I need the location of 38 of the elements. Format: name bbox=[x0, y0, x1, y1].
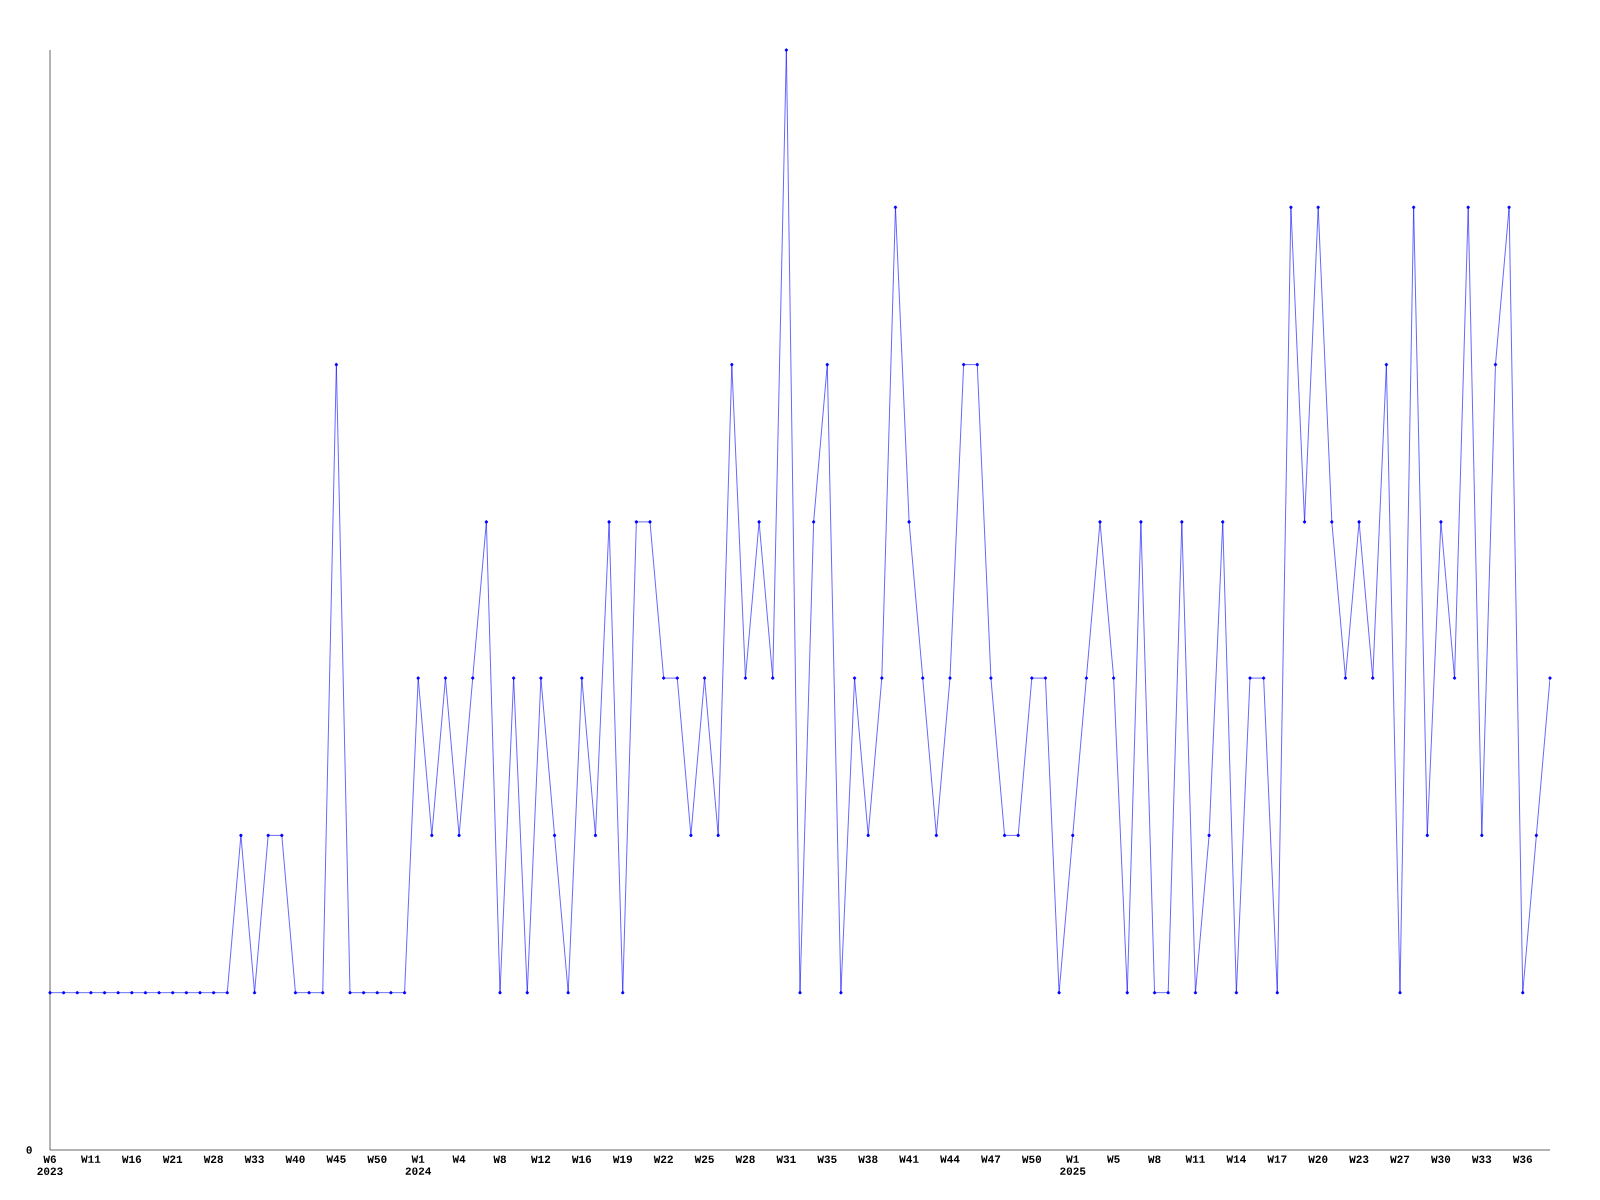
x-tick-label: W6 2023 bbox=[37, 1155, 63, 1176]
x-tick-label: W17 bbox=[1267, 1155, 1287, 1163]
x-tick-label: W16 bbox=[571, 1155, 592, 1163]
x-tick-label: W28 bbox=[735, 1155, 755, 1163]
text: 0 bbox=[26, 1146, 32, 1154]
x-tick-label: W11 bbox=[81, 1155, 101, 1163]
x-tick-label: W33 bbox=[244, 1155, 264, 1164]
x-tick-label: W14 bbox=[1226, 1155, 1246, 1163]
x-tick-label: W1 2024 bbox=[405, 1155, 432, 1175]
x-tick-label: W50 bbox=[367, 1155, 387, 1163]
x-tick-label: W12 bbox=[531, 1155, 551, 1163]
x-tick-label: W8 bbox=[493, 1155, 507, 1163]
x-tick-label: W45 bbox=[326, 1155, 346, 1163]
x-tick-label: W40 bbox=[285, 1155, 305, 1163]
x-tick-label: W4 bbox=[452, 1155, 466, 1163]
x-tick-label: W1 2025 bbox=[1060, 1155, 1086, 1175]
x-tick-label: W44 bbox=[940, 1155, 960, 1163]
x-tick-label: W38 bbox=[858, 1155, 878, 1164]
x-tick-label: W28 bbox=[203, 1155, 223, 1163]
x-tick-label: W25 bbox=[694, 1155, 714, 1163]
x-tick-label: W50 bbox=[1021, 1155, 1042, 1163]
x-tick-label: W20 bbox=[1308, 1155, 1328, 1163]
x-tick-label: W41 bbox=[899, 1155, 919, 1163]
x-tick-label: W30 bbox=[1431, 1155, 1451, 1164]
x-tick-label: W8 bbox=[1147, 1155, 1161, 1163]
x-tick-label: W33 bbox=[1471, 1155, 1492, 1164]
x-tick-label: W5 bbox=[1107, 1155, 1120, 1163]
x-tick-label: W16 bbox=[121, 1155, 142, 1163]
x-tick-label: W22 bbox=[653, 1155, 673, 1163]
x-tick-label: W35 bbox=[817, 1155, 837, 1164]
x-tick-label: W23 bbox=[1349, 1155, 1369, 1164]
x-tick-label: W36 bbox=[1512, 1155, 1533, 1164]
x-tick-label: W31 bbox=[776, 1155, 796, 1164]
x-tick-label: W27 bbox=[1390, 1155, 1410, 1163]
x-tick-label: W21 bbox=[162, 1155, 183, 1163]
x-tick-label: W47 bbox=[981, 1155, 1001, 1163]
x-tick-label: W11 bbox=[1185, 1155, 1205, 1163]
x-tick-label: W19 bbox=[612, 1155, 632, 1163]
